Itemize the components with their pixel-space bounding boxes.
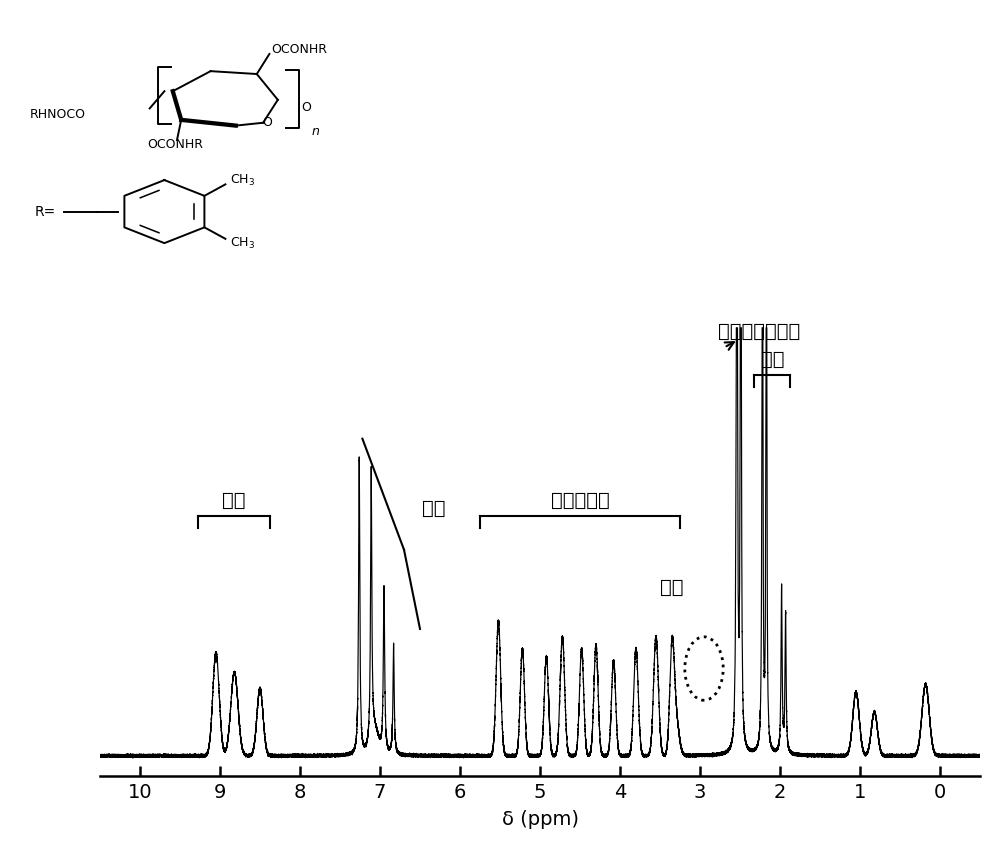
Text: O: O xyxy=(301,101,311,114)
Text: 葡萄糖单元: 葡萄糖单元 xyxy=(551,491,609,510)
Text: CH$_3$: CH$_3$ xyxy=(230,235,255,250)
Text: OCONHR: OCONHR xyxy=(148,137,204,151)
Text: 氘代二甲基亚砦: 氘代二甲基亚砦 xyxy=(718,322,801,341)
X-axis label: δ (ppm): δ (ppm) xyxy=(502,810,578,829)
Text: O: O xyxy=(262,116,272,129)
Text: CH$_3$: CH$_3$ xyxy=(230,173,255,188)
Text: R=: R= xyxy=(34,205,55,218)
Text: OCONHR: OCONHR xyxy=(272,43,328,56)
Text: $n$: $n$ xyxy=(311,125,320,138)
Text: 甲基: 甲基 xyxy=(761,351,784,369)
Text: 苯基: 苯基 xyxy=(422,499,445,518)
Text: 氨基: 氨基 xyxy=(222,491,245,510)
Text: 甲醇: 甲醇 xyxy=(660,578,684,597)
Text: RHNOCO: RHNOCO xyxy=(30,108,86,121)
